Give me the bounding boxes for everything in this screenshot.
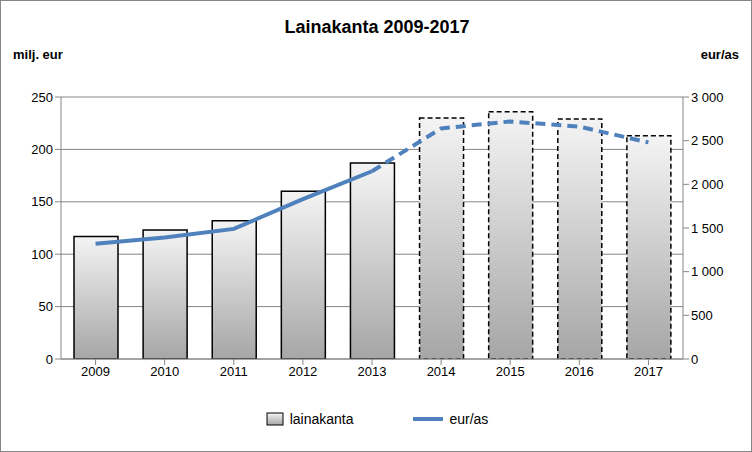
svg-text:50: 50 [39, 299, 53, 314]
svg-text:250: 250 [31, 90, 53, 105]
svg-text:2009: 2009 [81, 364, 110, 379]
html-text:lainakanta: lainakanta [289, 411, 354, 427]
svg-text:2012: 2012 [288, 364, 317, 379]
svg-text:2015: 2015 [496, 364, 525, 379]
svg-text:2 500: 2 500 [691, 133, 724, 148]
svg-text:200: 200 [31, 142, 53, 157]
svg-text:100: 100 [31, 247, 53, 262]
html-text:milj. eur: milj. eur [13, 47, 63, 62]
html-text:eur/as: eur/as [449, 411, 489, 427]
svg-text:2014: 2014 [427, 364, 456, 379]
svg-text:2017: 2017 [634, 364, 663, 379]
svg-text:1 000: 1 000 [691, 264, 724, 279]
svg-text:0: 0 [46, 352, 53, 367]
svg-text:2016: 2016 [565, 364, 594, 379]
svg-text:2013: 2013 [358, 364, 387, 379]
svg-text:500: 500 [691, 308, 713, 323]
html-text:eur/as: eur/as [700, 47, 739, 62]
svg-text:2011: 2011 [220, 364, 248, 379]
svg-text:2 000: 2 000 [691, 177, 724, 192]
svg-text:2010: 2010 [150, 364, 179, 379]
svg-text:3 000: 3 000 [691, 90, 724, 105]
svg-text:0: 0 [691, 352, 698, 367]
svg-text:1 500: 1 500 [691, 221, 724, 236]
svg-text:150: 150 [31, 194, 53, 209]
html-text:Lainakanta 2009-2017: Lainakanta 2009-2017 [284, 17, 470, 37]
